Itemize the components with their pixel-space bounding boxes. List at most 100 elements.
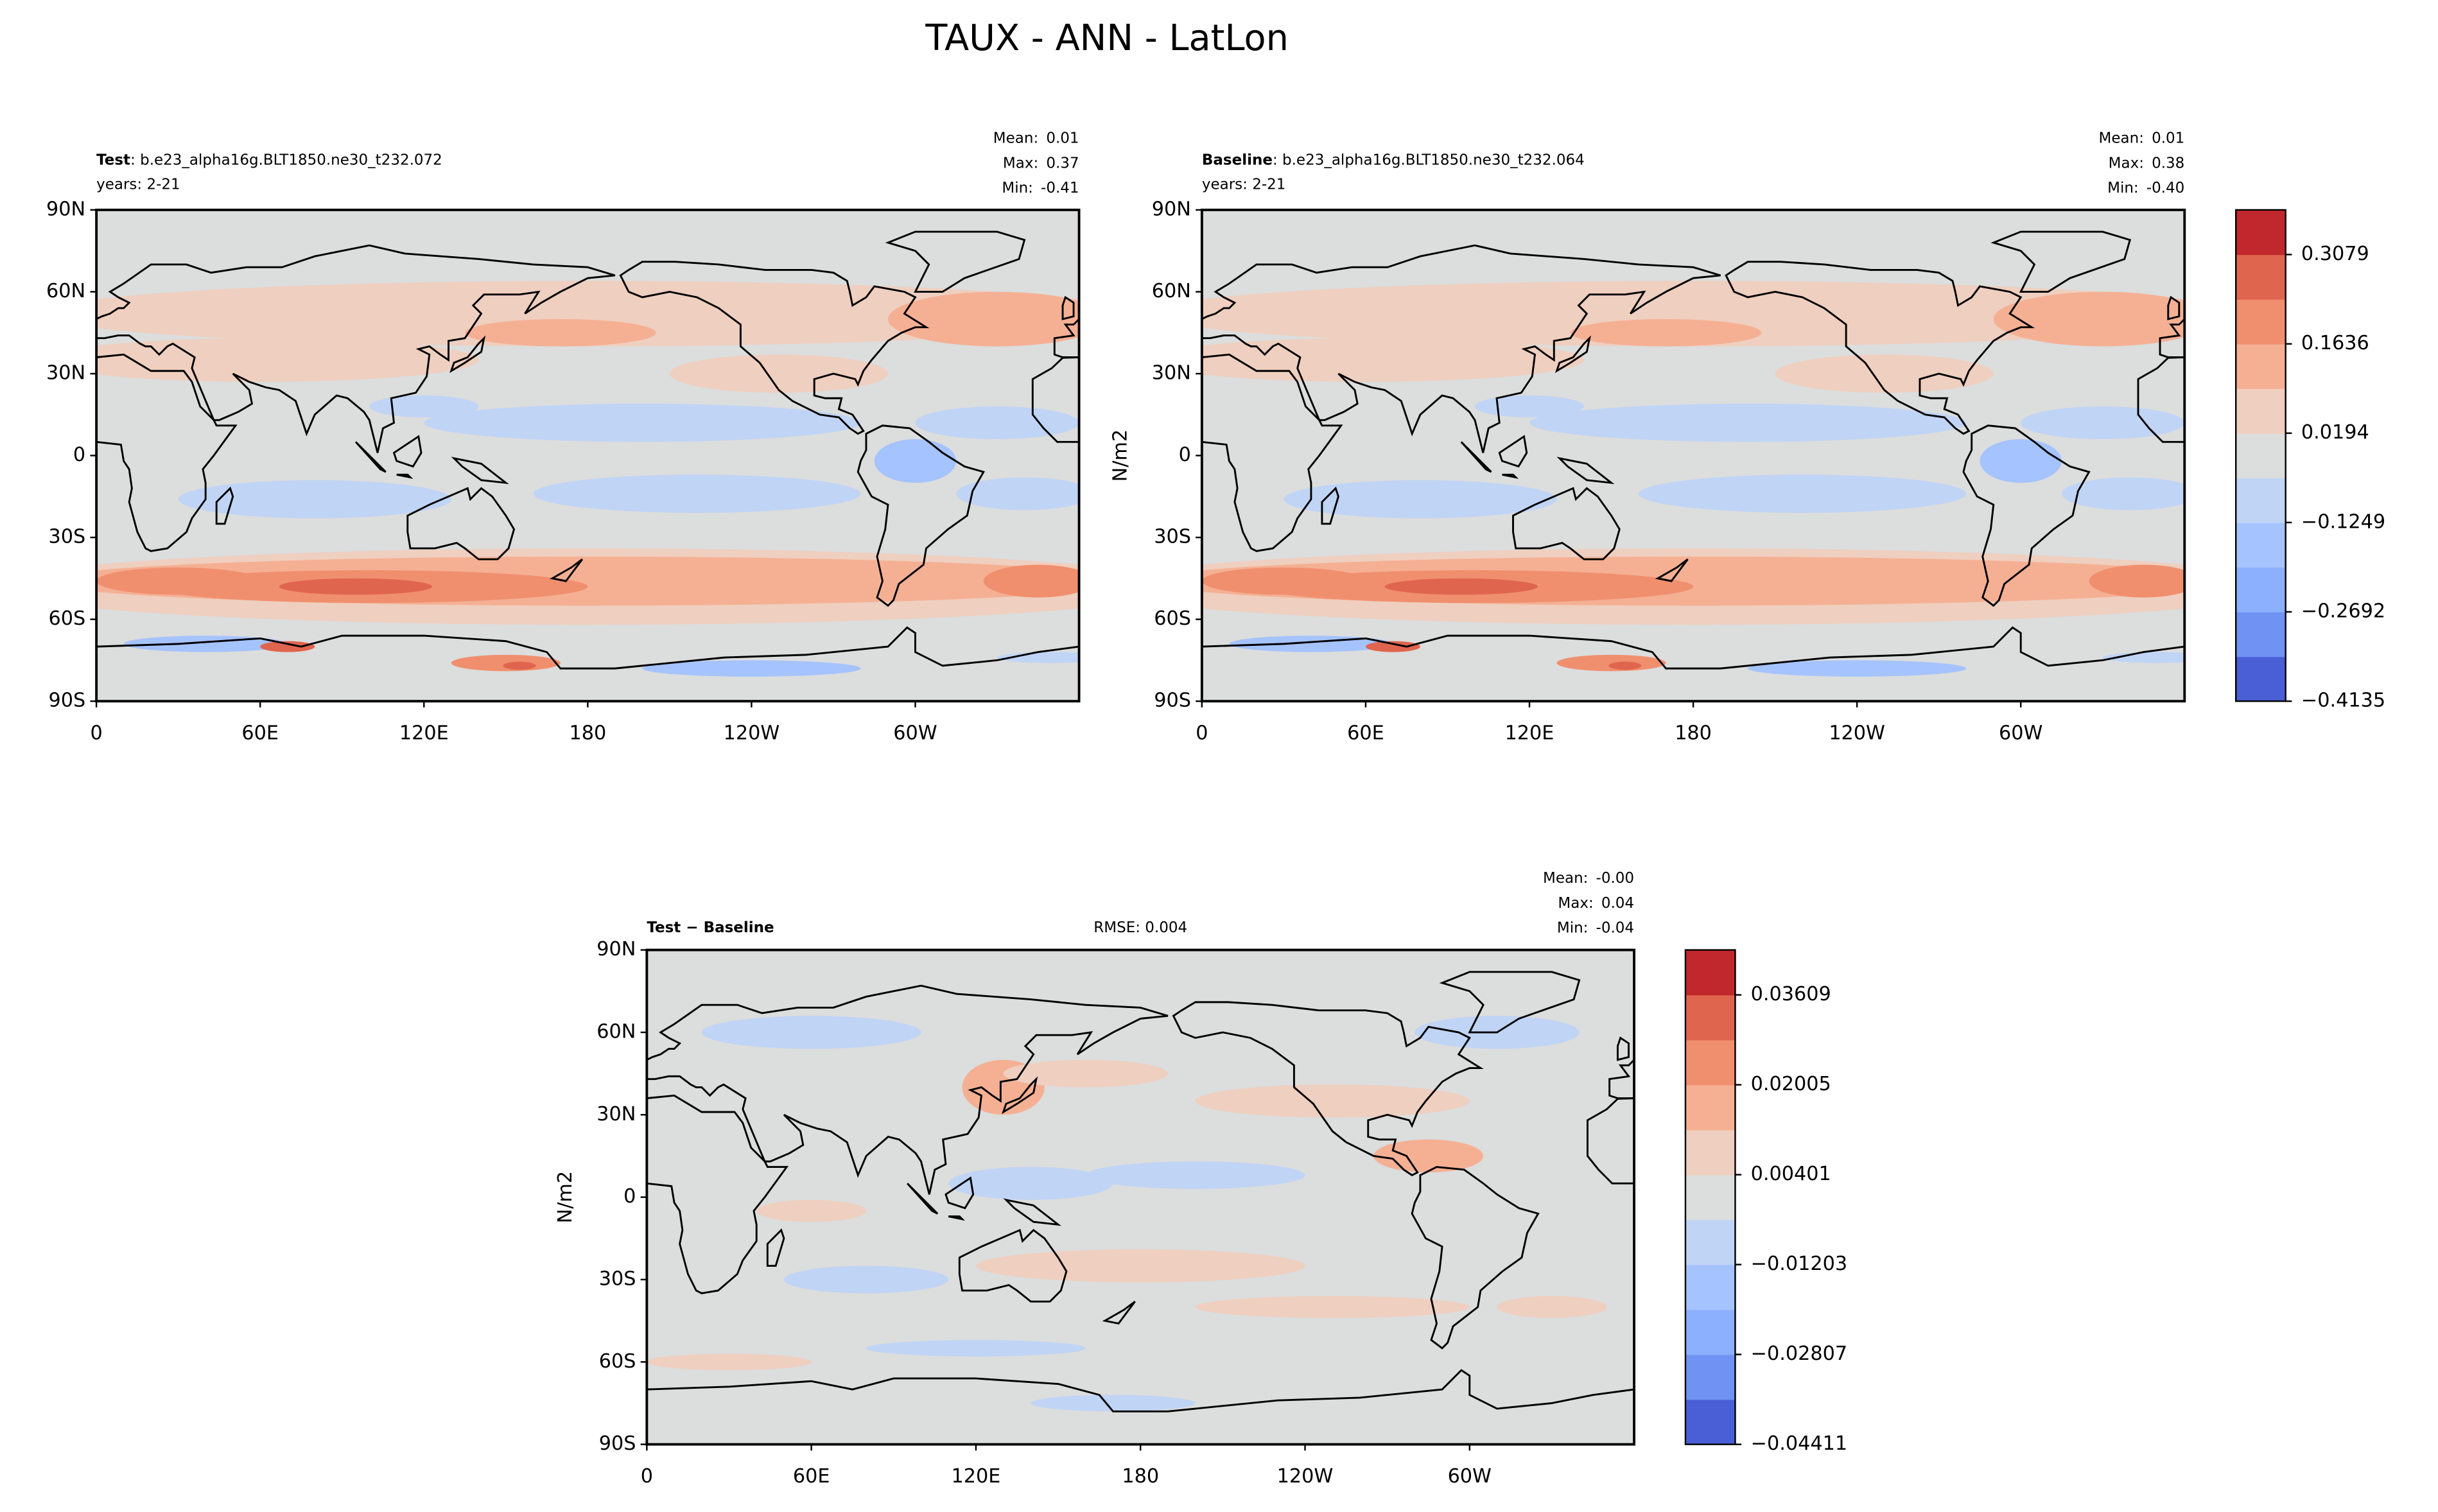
stat-value: 0.01	[2152, 130, 2184, 146]
colorbar-frame	[1684, 949, 1736, 1445]
contour-fill	[1201, 338, 1584, 382]
coastline	[1102, 1301, 1136, 1325]
contour-fill	[669, 354, 888, 393]
coastline	[396, 473, 414, 479]
colorbar-band	[2236, 656, 2286, 702]
y-tick-label: 30N	[46, 361, 85, 384]
y-tick-label: 90S	[48, 690, 85, 712]
coastline	[1003, 1198, 1062, 1226]
colorbar-band	[2236, 343, 2286, 389]
y-tick-label: 90N	[46, 198, 85, 220]
stat: Mean: -0.00	[1543, 870, 1634, 887]
stat: Max: 0.37	[1003, 155, 1079, 171]
contour-fill	[451, 654, 561, 672]
x-tick-label: 60W	[1448, 1465, 1492, 1488]
y-axis-label: N/m2	[1109, 430, 1131, 482]
stat-name: Mean:	[1543, 870, 1588, 887]
contour-fill	[1980, 439, 2062, 483]
coastline	[1616, 1036, 1630, 1061]
coastline	[1439, 971, 1581, 1034]
coastline	[619, 261, 930, 435]
figure-title: TAUX - ANN - LatLon	[925, 17, 1289, 59]
coastline	[1002, 1076, 1038, 1115]
map	[1201, 209, 2185, 702]
contour-fill	[1201, 281, 2185, 347]
colorbar-tick-label: −0.02807	[1751, 1343, 1847, 1365]
stat: Max: 0.04	[1558, 894, 1634, 911]
y-tick-label: 30S	[599, 1267, 636, 1290]
contour-fill	[2021, 406, 2185, 440]
stat-name: Mean:	[993, 130, 1038, 146]
contour-fill	[756, 1199, 867, 1222]
y-tick-label: 90S	[599, 1432, 636, 1455]
coastline	[1460, 441, 1492, 473]
colorbar-band	[1685, 1264, 1736, 1310]
contour-fill	[1003, 1059, 1168, 1088]
coastline	[1201, 626, 2185, 670]
colorbar-band	[2236, 478, 2286, 523]
x-tick-label: 120E	[952, 1465, 1001, 1488]
contour-fill	[975, 1249, 1305, 1283]
y-tick-label: 60N	[1152, 280, 1191, 302]
stat-value: 0.01	[1046, 130, 1079, 146]
x-tick-label: 180	[569, 722, 606, 744]
x-tick-label: 60E	[1347, 722, 1384, 744]
coastline	[1172, 1001, 1484, 1177]
coastline	[96, 244, 616, 453]
contour-fill	[279, 578, 433, 595]
contour-fill	[1384, 578, 1538, 595]
coastline	[549, 558, 584, 582]
contour-fill	[888, 291, 1079, 347]
y-tick-label: 60N	[596, 1020, 636, 1043]
colorbar-band	[2236, 612, 2286, 657]
colorbar-band	[2236, 433, 2286, 479]
coastline	[1031, 356, 1079, 443]
coastline	[958, 1228, 1068, 1303]
y-tick-label: 60S	[599, 1350, 636, 1373]
contour-fill	[1195, 1296, 1470, 1318]
x-tick-label: 120W	[724, 722, 780, 744]
years: years: 2-21	[96, 177, 180, 193]
y-tick-label: 0	[1179, 444, 1191, 466]
stat-name: Max:	[2109, 155, 2144, 171]
y-tick-label: 90N	[596, 938, 636, 960]
contour-fill	[783, 1265, 949, 1294]
colorbar-band	[1685, 1399, 1736, 1445]
y-tick-label: 0	[73, 444, 85, 466]
contour-fill	[424, 403, 861, 442]
x-tick-label: 0	[641, 1465, 653, 1488]
contour-fill	[1195, 1084, 1470, 1118]
colorbar-band	[1685, 1309, 1736, 1355]
contour-fill	[1201, 567, 1366, 595]
coastline	[1655, 558, 1689, 582]
contour-fill	[1608, 661, 1642, 670]
x-tick-label: 120W	[1277, 1465, 1334, 1488]
contour-fill	[1570, 318, 1762, 347]
stat-value: 0.04	[1601, 894, 1634, 911]
stat-name: Max:	[1003, 155, 1038, 171]
colorbar-tick-label: 0.03609	[1751, 983, 1831, 1005]
stat-value: 0.38	[2152, 155, 2184, 171]
colorbar-band	[1685, 1174, 1736, 1221]
colorbar-tick-label: 0.1636	[2301, 332, 2369, 354]
contour-fill	[997, 652, 1079, 663]
panel-label: Test − Baseline	[647, 919, 774, 936]
contour-fill	[1373, 1139, 1484, 1173]
map	[96, 209, 1079, 702]
colorbar-band	[1685, 1039, 1736, 1086]
y-axis-label: N/m2	[554, 1171, 577, 1224]
colorbar-band	[1685, 950, 1736, 996]
contour-fill	[465, 318, 656, 347]
colorbar-band	[2236, 522, 2286, 568]
stat-value: -0.40	[2146, 180, 2185, 196]
coastline	[1201, 353, 1343, 552]
x-tick-label: 60W	[1999, 722, 2042, 744]
coastline	[406, 487, 516, 560]
x-tick-label: 60E	[793, 1465, 830, 1488]
coastline	[1962, 424, 2091, 607]
contour-fill	[96, 567, 261, 595]
colorbar-band	[2236, 388, 2286, 434]
coastline	[96, 353, 238, 552]
coastline	[2167, 295, 2181, 320]
coastline	[766, 1228, 785, 1267]
